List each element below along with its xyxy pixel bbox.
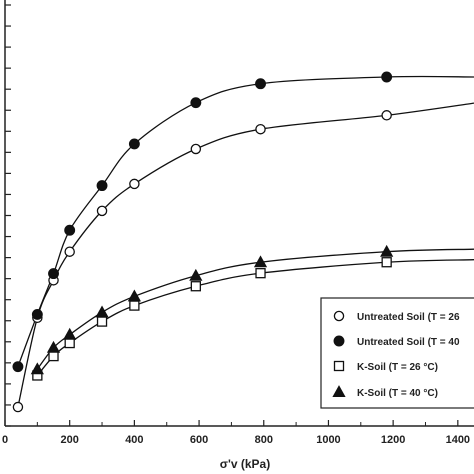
x-tick-label: 200: [61, 434, 79, 446]
y-axis: [4, 0, 11, 427]
legend-label: Untreated Soil (T = 26: [357, 312, 460, 323]
open-square-marker: [48, 350, 59, 362]
filled-circle-marker: [128, 138, 140, 150]
filled-triangle-marker: [380, 244, 394, 257]
filled-triangle-marker: [46, 340, 61, 353]
open-square-marker: [64, 337, 75, 349]
open-circle-marker: [12, 401, 24, 413]
x-tick-label: 1400: [446, 434, 470, 446]
open-circle-marker: [190, 143, 202, 155]
open-square-marker: [381, 257, 392, 268]
legend-marker-filled-triangle-marker: [332, 385, 346, 398]
open-circle-marker: [381, 110, 392, 121]
open-circle-marker: [96, 205, 108, 217]
series-markers: [12, 71, 394, 413]
filled-triangle-marker: [63, 327, 77, 340]
open-square-marker: [96, 316, 108, 327]
filled-circle-marker: [96, 180, 108, 192]
legend: Untreated Soil (T = 26 Untreated Soil (T …: [320, 297, 474, 409]
x-tick-label: 1000: [316, 434, 340, 446]
open-square-marker: [255, 268, 266, 279]
legend-marker-open-square-marker: [333, 360, 345, 372]
filled-triangle-marker: [127, 289, 141, 302]
legend-marker-filled-circle-marker: [333, 335, 345, 347]
filled-circle-marker: [381, 71, 393, 83]
x-tick-label: 800: [255, 434, 273, 446]
filled-triangle-marker: [189, 268, 203, 281]
filled-triangle-marker: [95, 305, 109, 318]
series-curve-3: [36, 259, 474, 376]
x-axis: 0 200 400 600 800 1000 1200 1400: [2, 420, 474, 446]
x-tick-label: 0: [2, 434, 8, 446]
filled-circle-marker: [12, 361, 24, 373]
legend-label: K-Soil (T = 26 °C): [357, 362, 438, 373]
filled-circle-marker: [255, 78, 266, 90]
filled-circle-marker: [190, 97, 202, 109]
filled-triangle-marker: [253, 255, 268, 268]
legend-items: Untreated Soil (T = 26 Untreated Soil (T …: [332, 310, 460, 399]
open-circle-marker: [255, 123, 266, 135]
filled-triangle-marker: [30, 362, 44, 375]
legend-box: [320, 297, 474, 409]
series-curve-4: [36, 248, 474, 370]
x-tick-label: 600: [190, 434, 208, 446]
filled-circle-marker: [31, 308, 43, 320]
x-axis-title: σ'v (kPa): [220, 457, 270, 471]
open-square-marker: [190, 281, 201, 292]
open-circle-marker: [64, 246, 75, 257]
x-tick-label: 400: [125, 434, 143, 446]
filled-circle-marker: [64, 224, 76, 236]
filled-circle-marker: [48, 268, 59, 280]
x-tick-label: 1200: [381, 434, 405, 446]
legend-marker-open-circle-marker: [333, 310, 345, 322]
open-circle-marker: [129, 178, 140, 190]
legend-label: K-Soil (T = 40 °C): [357, 388, 438, 399]
open-square-marker: [129, 300, 140, 311]
legend-label: Untreated Soil (T = 40: [357, 337, 460, 348]
